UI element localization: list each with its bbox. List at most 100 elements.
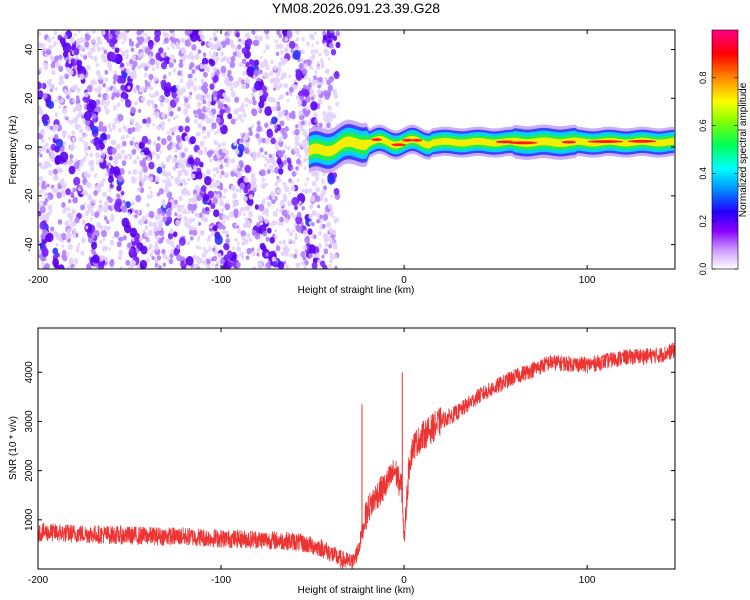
spectrogram-speckle	[138, 218, 144, 226]
spectrogram-speckle	[273, 228, 277, 233]
spectrogram-speckle	[251, 155, 257, 161]
spectrogram-speckle	[91, 241, 98, 250]
spectrogram-speckle	[257, 107, 260, 112]
spectrogram-speckle	[243, 238, 249, 245]
spectrogram-speckle	[108, 188, 112, 193]
spectrogram-speckle	[38, 210, 42, 217]
spectrogram-speckle	[197, 123, 201, 128]
spectrogram-speckle	[307, 77, 311, 81]
spectrogram-speckle	[302, 129, 308, 136]
spectrogram-speckle	[165, 256, 170, 261]
spectrogram-speckle	[122, 31, 128, 38]
spectrogram-speckle	[278, 61, 282, 66]
spectrogram-speckle	[86, 263, 92, 269]
spectrogram-speckle	[168, 58, 173, 63]
spectrogram-speckle	[244, 164, 252, 174]
spectrogram-speckle	[145, 202, 150, 208]
spectrogram-speckle	[278, 151, 284, 158]
spectrogram-speckle	[323, 248, 329, 255]
spectrogram-speckle	[58, 75, 64, 82]
spectrogram-speckle	[97, 207, 103, 214]
spectrogram-speckle	[237, 114, 243, 120]
spectrogram-speckle	[264, 151, 268, 156]
spectrogram-speckle	[153, 141, 157, 146]
spectrogram-speckle	[157, 207, 163, 215]
spectrogram-speckle	[213, 66, 218, 72]
spectrogram-speckle	[319, 214, 323, 219]
spectrogram-speckle	[290, 212, 294, 218]
spectrogram-speckle	[171, 131, 175, 136]
spectrogram-speckle	[148, 176, 154, 182]
spectrogram-speckle	[79, 185, 83, 190]
spectrogram-speckle	[190, 197, 196, 203]
spectrogram-speckle	[87, 208, 91, 214]
spectrogram-speckle	[264, 122, 269, 129]
spectrogram-speckle	[245, 38, 253, 47]
spectrogram-speckle	[130, 259, 136, 267]
spectrogram-speckle	[57, 235, 61, 241]
spectrogram-hotspot	[371, 138, 383, 142]
spectrogram-speckle	[169, 228, 174, 234]
spectrogram-speckle	[131, 136, 135, 141]
spectrogram-speckle	[104, 256, 109, 262]
spectrogram-speckle	[317, 230, 322, 236]
spectrogram-speckle	[84, 41, 90, 48]
spectrogram-speckle	[222, 147, 227, 154]
spectrogram-speckle	[273, 82, 279, 89]
spectrogram-speckle	[242, 70, 247, 76]
spectrogram-speckle	[54, 155, 61, 164]
spectrogram-speckle	[120, 149, 125, 155]
spectrogram-speckle	[187, 203, 194, 211]
spectrogram-speckle	[180, 73, 184, 78]
spectrogram-speckle	[237, 107, 241, 112]
spectrogram-speckle	[79, 136, 83, 142]
spectrogram-speckle	[41, 138, 45, 144]
spectrogram-speckle	[120, 97, 125, 103]
spectrogram-speckle	[188, 217, 193, 224]
spectrogram-speckle	[192, 189, 198, 195]
spectrogram-speckle	[61, 249, 67, 256]
spectrogram-speckle	[199, 229, 205, 236]
spectrogram-speckle	[304, 75, 308, 80]
spectrogram-speckle	[222, 220, 226, 224]
spectrogram-speckle	[232, 204, 235, 208]
spectrogram-speckle	[223, 242, 229, 250]
spectrogram-speckle	[238, 38, 242, 43]
spectrogram-speckle	[152, 221, 158, 228]
spectrogram-speckle	[294, 235, 298, 241]
spectrogram-speckle	[181, 152, 186, 158]
spectrogram-speckle	[42, 43, 46, 48]
spectrogram-speckle	[212, 90, 218, 97]
spectrogram-speckle	[230, 90, 236, 98]
spectrogram-speckle	[222, 141, 226, 147]
spectrogram-speckle	[38, 189, 43, 195]
spectrogram-speckle	[303, 145, 307, 150]
spectrogram-speckle	[295, 262, 301, 268]
spectrogram-speckle	[264, 218, 269, 224]
spectrogram-speckle	[39, 200, 43, 204]
spectrogram-speckle	[155, 143, 161, 150]
spectrogram-speckle	[149, 57, 155, 65]
spectrogram-speckle	[146, 99, 152, 106]
spectrogram-speckle	[256, 252, 260, 257]
spectrogram-speckle	[85, 34, 91, 41]
spectrogram-speckle	[103, 105, 108, 110]
spectrogram-speckle	[58, 54, 63, 60]
spectrogram-speckle	[142, 118, 147, 124]
spectrogram-speckle	[295, 124, 299, 129]
spectrogram-speckle	[212, 197, 218, 205]
spectrogram-speckle	[280, 222, 284, 226]
spectrogram-speckle	[95, 62, 99, 67]
colorbar: 0.0 0.2 0.4 0.6 0.8 Normalized spectral ampl…	[698, 29, 749, 275]
spectrogram-speckle	[203, 193, 210, 202]
spectrogram-speckle	[98, 199, 103, 205]
spectrogram-speckle	[164, 32, 170, 39]
spectrogram-speckle	[117, 114, 124, 122]
spectrogram-speckle	[213, 36, 218, 42]
spectrogram-speckle	[234, 47, 239, 52]
spectrogram-speckle	[77, 30, 81, 33]
spectrogram-speckle	[111, 122, 116, 128]
spectrogram-hotspot	[508, 141, 538, 145]
spectrogram-speckle	[156, 224, 162, 232]
spectrogram-speckle	[67, 134, 71, 139]
